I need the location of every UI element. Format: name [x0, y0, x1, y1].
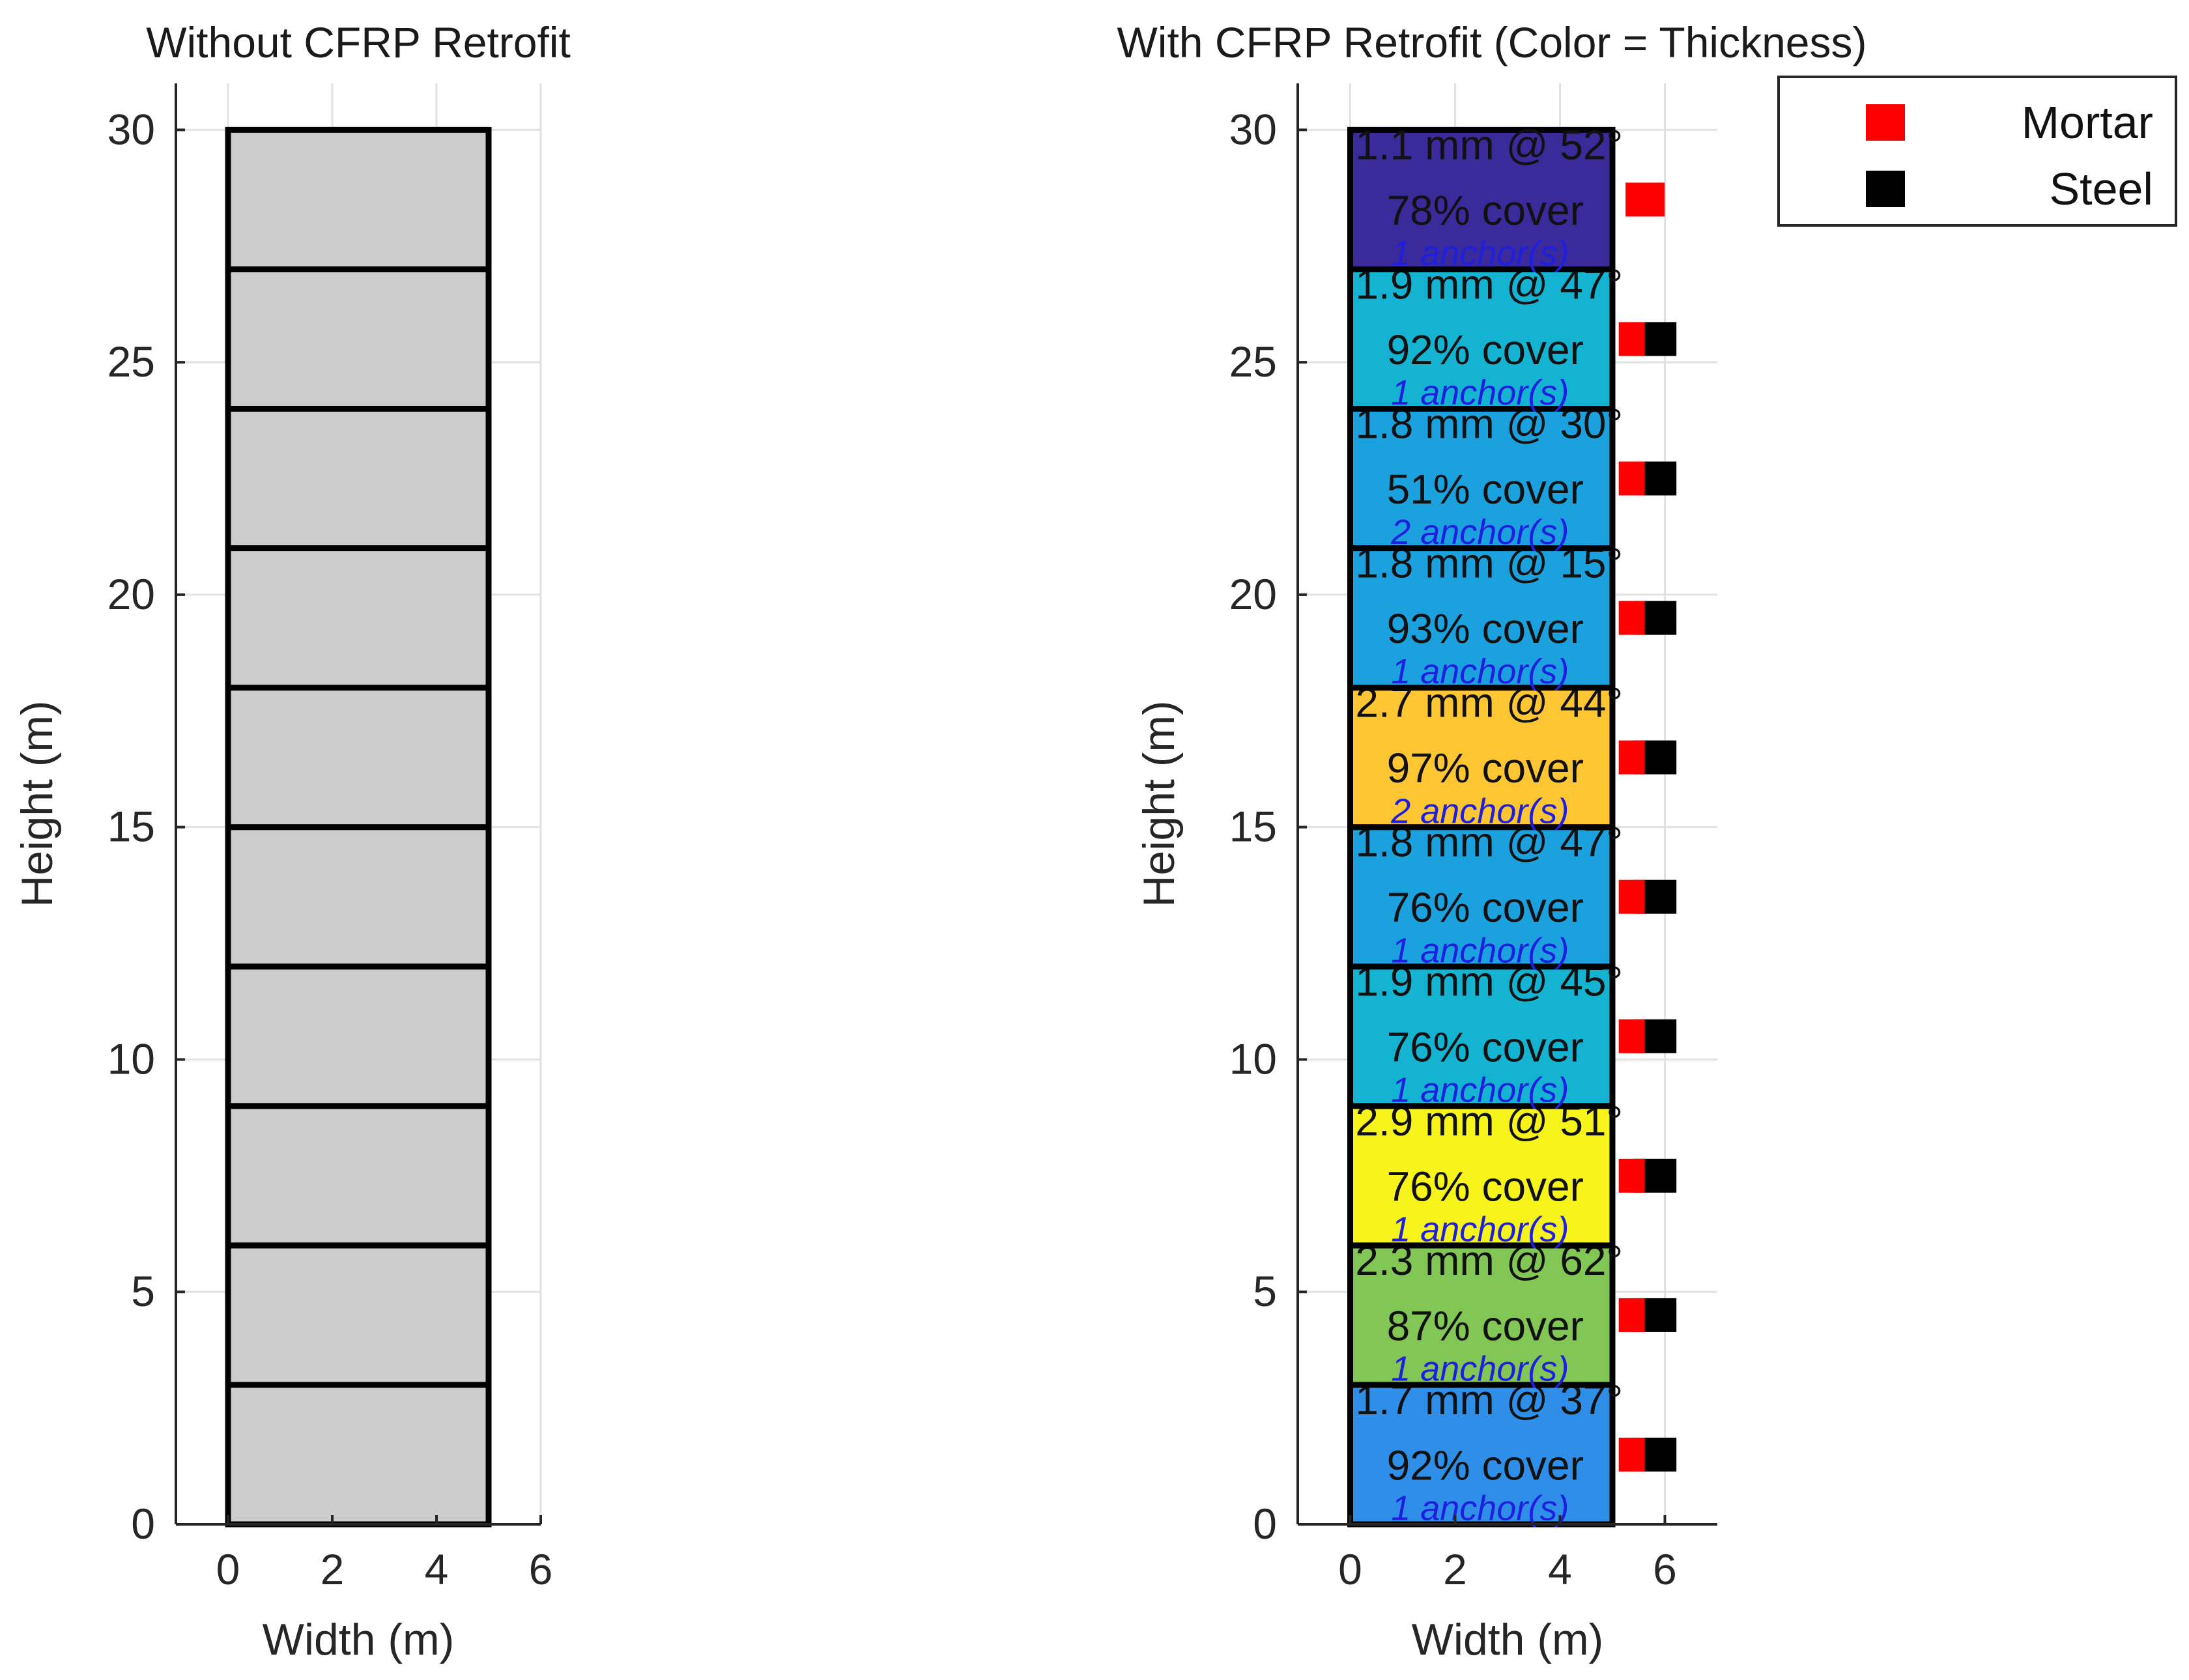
axes	[1296, 83, 1717, 1526]
wall-segment	[1347, 545, 1616, 691]
wall-segment	[1347, 1242, 1616, 1388]
y-tick-label: 15	[107, 803, 155, 851]
wall-segment	[1347, 266, 1616, 412]
wall-segment	[225, 126, 492, 272]
segment-cover-label: 93% cover	[1387, 605, 1584, 652]
segment-anchor-label: 1 anchor(s)	[1391, 1210, 1569, 1249]
legend-swatch	[1866, 171, 1905, 207]
y-tick-label: 0	[131, 1500, 155, 1548]
tick-labels: 0 5 10 15 20 25 30 0 2 4 6	[107, 105, 553, 1593]
mortar-marker	[1618, 1298, 1645, 1332]
mortar-marker	[1618, 322, 1645, 356]
legend: Mortar Steel	[1777, 76, 2177, 227]
segment-cover-label: 76% cover	[1387, 1023, 1584, 1070]
wall-segment	[225, 824, 492, 970]
chart-title: With CFRP Retrofit (Color = Thickness)	[1117, 18, 1867, 66]
segment-anchor-label: 1 anchor(s)	[1391, 1489, 1569, 1528]
segment-thickness-angle-label: 1.1 mm @ 52°	[1355, 121, 1623, 168]
mortar-marker	[1618, 1437, 1645, 1472]
segment-cover-label: 87% cover	[1387, 1302, 1584, 1349]
x-axis-label: Width (m)	[263, 1615, 455, 1664]
wall-segment	[1347, 685, 1616, 831]
segment-anchor-label: 1 anchor(s)	[1391, 652, 1569, 691]
wall-segment	[225, 405, 492, 552]
y-axis-label: Height (m)	[12, 700, 62, 907]
legend-label: Steel	[2049, 164, 2153, 214]
mortar-marker	[1618, 1019, 1645, 1053]
y-tick-label: 15	[1229, 803, 1277, 851]
y-tick-label: 30	[107, 105, 155, 153]
wall-segment	[225, 1382, 492, 1528]
segment-anchor-label: 1 anchor(s)	[1391, 373, 1569, 412]
segment-cover-label: 76% cover	[1387, 884, 1584, 931]
chart-title: Without CFRP Retrofit	[146, 18, 571, 66]
segment-anchor-label: 2 anchor(s)	[1390, 513, 1569, 552]
wall-segment	[225, 685, 492, 831]
x-tick-label: 2	[1443, 1545, 1467, 1593]
x-tick-label: 6	[529, 1545, 553, 1593]
y-tick-label: 20	[107, 570, 155, 618]
x-tick-label: 0	[1338, 1545, 1362, 1593]
y-tick-label: 25	[107, 337, 155, 386]
y-tick-label: 5	[1253, 1267, 1277, 1315]
axes	[175, 83, 542, 1526]
mortar-marker	[1618, 461, 1645, 496]
legend-label: Mortar	[2022, 97, 2153, 148]
segment-anchor-label: 1 anchor(s)	[1391, 931, 1569, 970]
y-tick-label: 10	[1229, 1034, 1277, 1083]
wall-segment	[225, 963, 492, 1109]
segment-anchor-label: 1 anchor(s)	[1391, 234, 1569, 273]
x-axis-label: Width (m)	[1412, 1615, 1604, 1664]
y-tick-label: 30	[1229, 105, 1277, 153]
mortar-marker	[1618, 740, 1645, 775]
segment-cover-label: 76% cover	[1387, 1163, 1584, 1210]
segment-cover-label: 92% cover	[1387, 1442, 1584, 1488]
wall-segment	[1347, 963, 1616, 1109]
wall-segment	[1347, 1103, 1616, 1249]
segment-cover-label: 51% cover	[1387, 466, 1584, 513]
segment-anchor-label: 1 anchor(s)	[1391, 1070, 1569, 1109]
wall-segment	[1347, 405, 1616, 552]
legend-swatch	[1866, 104, 1905, 141]
x-tick-label: 0	[216, 1545, 240, 1593]
mortar-marker	[1618, 601, 1645, 635]
y-tick-label: 25	[1229, 337, 1277, 386]
wall-segment	[225, 545, 492, 691]
x-tick-label: 6	[1653, 1545, 1677, 1593]
segment-cover-label: 78% cover	[1387, 187, 1584, 234]
y-tick-label: 0	[1253, 1500, 1277, 1548]
panel-without-retrofit: 0 5 10 15 20 25 30 0 2 4 6 Without CFRP Retrofit W…	[12, 18, 571, 1664]
segment-anchor-label: 1 anchor(s)	[1391, 1350, 1569, 1389]
wall-segment	[1347, 1382, 1616, 1528]
x-tick-label: 4	[425, 1545, 449, 1593]
wall-segment	[1347, 126, 1616, 272]
wall-segment	[225, 1242, 492, 1388]
y-tick-label: 10	[107, 1034, 155, 1083]
segment-cover-label: 97% cover	[1387, 745, 1584, 791]
segment-cover-label: 92% cover	[1387, 326, 1584, 373]
wall-segment	[225, 266, 492, 412]
tick-labels: 0 5 10 15 20 25 30 0 2 4 6	[1229, 105, 1677, 1593]
wall-segment	[225, 1103, 492, 1249]
mortar-marker	[1618, 879, 1645, 914]
legend-box	[1777, 76, 2177, 227]
x-tick-label: 4	[1548, 1545, 1572, 1593]
y-axis-label: Height (m)	[1134, 700, 1184, 907]
wall-segments	[225, 126, 492, 1528]
y-tick-label: 20	[1229, 570, 1277, 618]
mortar-marker	[1618, 1158, 1645, 1193]
x-tick-label: 2	[321, 1545, 345, 1593]
y-tick-label: 5	[131, 1267, 155, 1315]
segment-anchor-label: 2 anchor(s)	[1390, 791, 1569, 831]
mortar-marker	[1625, 182, 1665, 217]
